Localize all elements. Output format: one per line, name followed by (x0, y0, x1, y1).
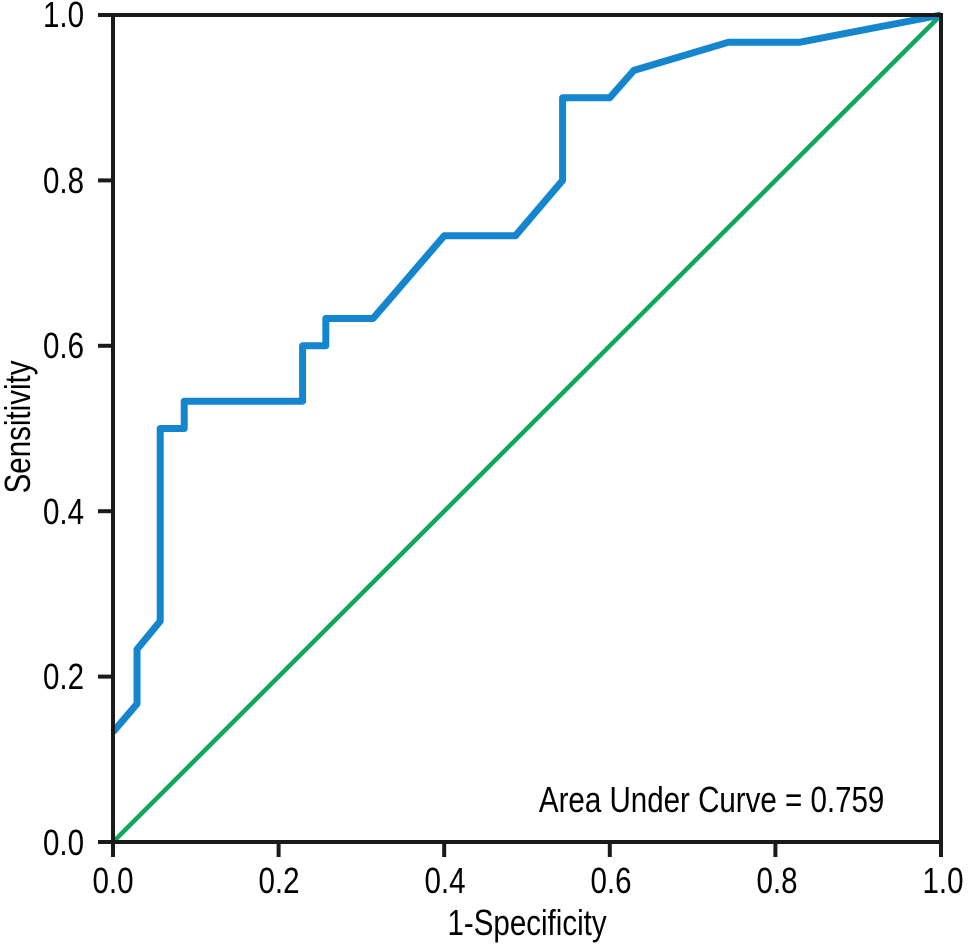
x-tick-label: 1.0 (922, 860, 964, 901)
reference-diagonal-line (111, 13, 943, 844)
plot-frame (111, 13, 943, 844)
x-tick-label: 0.6 (590, 860, 632, 901)
x-tick-label: 0.8 (756, 860, 798, 901)
y-tick-label: 0.2 (42, 656, 84, 697)
y-axis-title: Sensitivity (0, 360, 38, 494)
y-tick-label: 1.0 (42, 0, 84, 35)
x-axis-title: 1-Specificity (447, 902, 607, 943)
y-tick-label: 0.6 (42, 325, 84, 366)
x-tick-label: 0.0 (92, 860, 134, 901)
x-tick-label: 0.4 (424, 860, 466, 901)
y-tick-label: 0.8 (42, 160, 84, 201)
auc-annotation: Area Under Curve = 0.759 (539, 779, 885, 820)
y-tick-label: 0.4 (42, 491, 84, 532)
roc-curve-line (110, 11, 942, 735)
x-tick-label: 0.2 (258, 860, 300, 901)
y-tick-label: 0.0 (42, 822, 84, 863)
